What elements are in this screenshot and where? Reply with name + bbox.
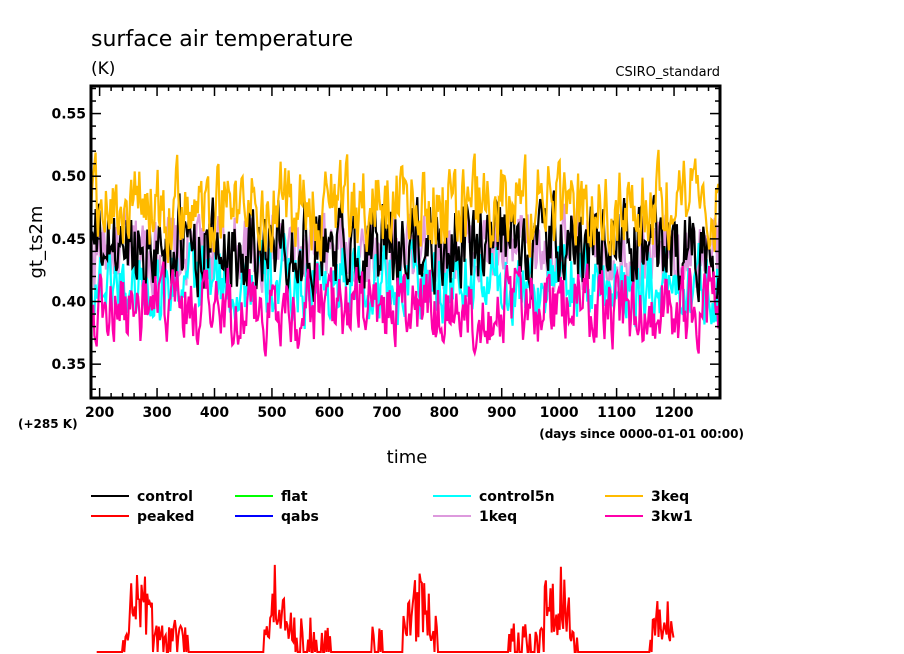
series-line-3kw1 — [91, 261, 720, 357]
legend-label: control — [137, 489, 193, 505]
legend-item-peaked: peaked — [91, 509, 194, 525]
legend-label: control5n — [479, 489, 555, 505]
legend-item-control5n: control5n — [433, 489, 555, 505]
ticks-layer: 200 300 400 500 600 700 800 900 1000 1100 1200 0.35… — [51, 86, 721, 421]
legend-item-1keq: 1keq — [433, 509, 517, 525]
legend-item-qabs: qabs — [235, 509, 319, 525]
legend-label: 3keq — [651, 489, 689, 505]
x-tick-label: 400 — [200, 405, 229, 421]
chart-annotation: CSIRO_standard — [615, 65, 720, 80]
x-tick-label: 500 — [257, 405, 286, 421]
y-tick-label: 0.50 — [51, 169, 86, 185]
series-line-peaked — [96, 564, 675, 653]
legend-label: qabs — [281, 509, 319, 525]
legend-item-3kw1: 3kw1 — [605, 509, 693, 525]
legend-label: flat — [281, 489, 308, 505]
chart-units: (K) — [91, 59, 115, 79]
series-layer — [91, 149, 720, 357]
x-tick-label: 200 — [85, 405, 114, 421]
y-tick-label: 0.55 — [51, 107, 86, 123]
x-tick-label: 800 — [430, 405, 459, 421]
x-tick-label: 1100 — [597, 405, 636, 421]
legend: control peaked flat qabs control5n 1keq 3keq 3k… — [91, 489, 693, 525]
legend-label: 3kw1 — [651, 509, 693, 525]
peaked-series-offscale — [96, 564, 675, 653]
x-axis-label: time — [387, 447, 428, 468]
x-tick-label: 900 — [487, 405, 516, 421]
chart-title: surface air temperature — [91, 27, 353, 52]
legend-item-flat: flat — [235, 489, 308, 505]
series-line-3keq — [91, 149, 720, 263]
legend-item-3keq: 3keq — [605, 489, 689, 505]
series-line-control — [91, 190, 720, 303]
legend-label: 1keq — [479, 509, 517, 525]
x-tick-label: 600 — [315, 405, 344, 421]
y-offset-label: (+285 K) — [18, 417, 78, 431]
x-tick-label: 1200 — [655, 405, 694, 421]
x-tick-label: 700 — [372, 405, 401, 421]
y-tick-label: 0.35 — [51, 357, 86, 373]
plot-frame — [89, 84, 722, 400]
y-tick-label: 0.40 — [51, 295, 86, 311]
y-axis-label: gt_ts2m — [26, 206, 47, 279]
y-tick-label: 0.45 — [51, 232, 86, 248]
legend-label: peaked — [137, 509, 194, 525]
legend-item-control: control — [91, 489, 193, 505]
x-units-label: (days since 0000-01-01 00:00) — [539, 427, 744, 441]
x-tick-label: 1000 — [540, 405, 579, 421]
x-tick-label: 300 — [142, 405, 171, 421]
